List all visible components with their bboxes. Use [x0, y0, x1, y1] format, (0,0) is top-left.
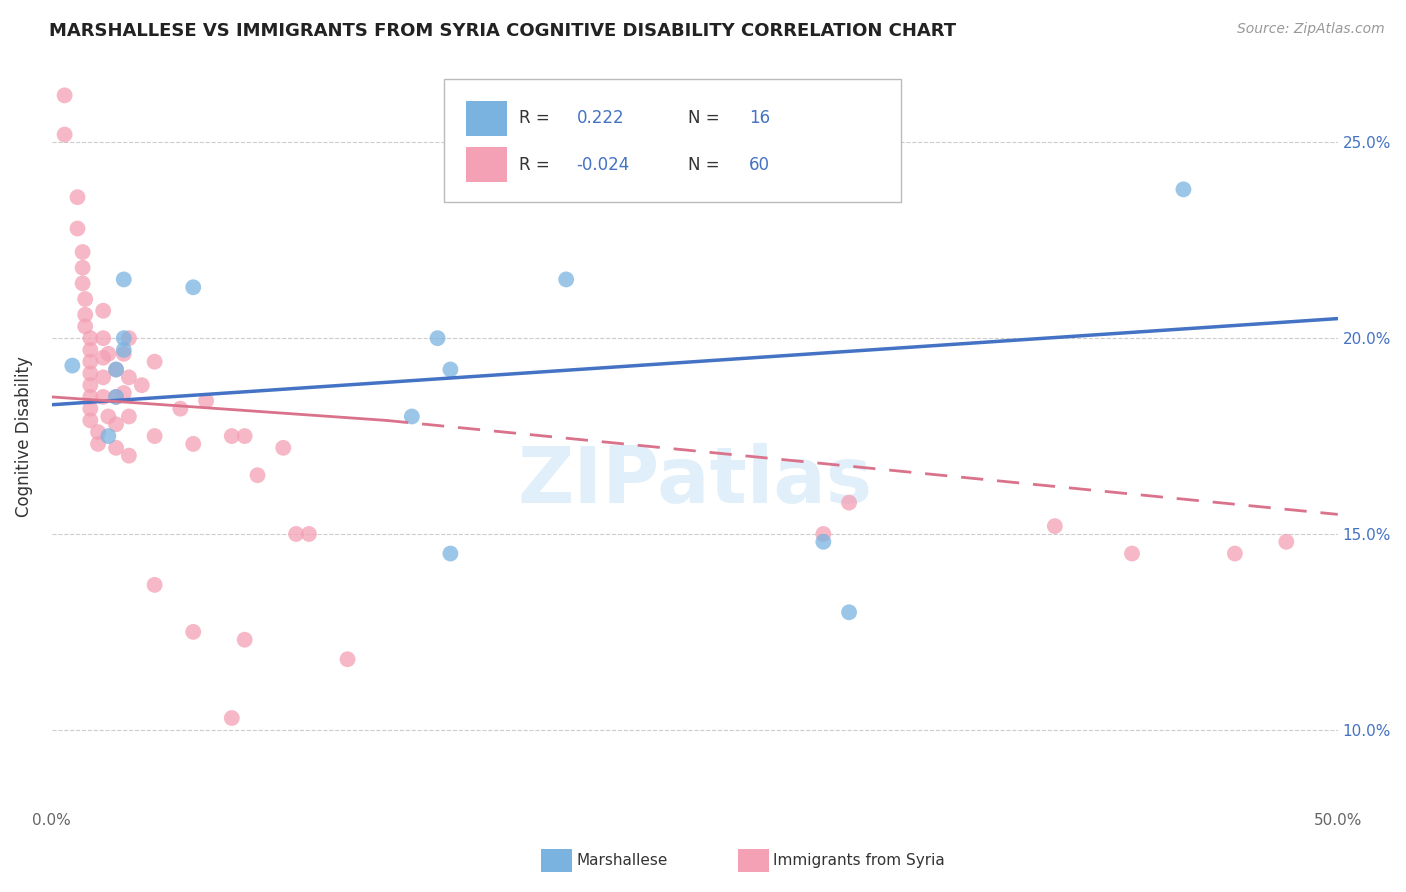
Text: ZIPatlas: ZIPatlas [517, 442, 872, 519]
Point [1043, 519, 1066, 533]
Point [72, 260, 94, 275]
Point [97, 409, 120, 424]
Point [79, 413, 101, 427]
Point [105, 417, 128, 432]
Point [1173, 182, 1195, 196]
Point [66, 190, 89, 204]
Point [221, 429, 243, 443]
Text: 0.222: 0.222 [576, 110, 624, 128]
Point [143, 578, 166, 592]
Point [105, 390, 128, 404]
Point [439, 547, 461, 561]
Point [285, 527, 308, 541]
Point [181, 624, 204, 639]
Point [53, 88, 76, 103]
Point [112, 331, 135, 345]
Point [426, 331, 449, 345]
Point [75, 308, 97, 322]
Point [79, 354, 101, 368]
Text: R =: R = [519, 110, 554, 128]
Point [91, 351, 114, 365]
Point [79, 378, 101, 392]
Point [97, 347, 120, 361]
Point [105, 390, 128, 404]
Point [79, 367, 101, 381]
Point [143, 354, 166, 368]
Point [118, 409, 141, 424]
Point [75, 319, 97, 334]
Text: N =: N = [689, 110, 725, 128]
Point [112, 343, 135, 357]
Point [66, 221, 89, 235]
Point [112, 347, 135, 361]
Point [838, 495, 860, 509]
Point [401, 409, 423, 424]
Point [91, 303, 114, 318]
Point [298, 527, 321, 541]
Bar [465, 146, 508, 182]
Point [91, 370, 114, 384]
Point [1275, 534, 1298, 549]
Text: R =: R = [519, 155, 554, 174]
Point [87, 425, 110, 439]
Point [813, 527, 835, 541]
Point [233, 632, 256, 647]
Bar [465, 101, 508, 136]
Point [555, 272, 578, 286]
Point [105, 362, 128, 376]
Point [79, 390, 101, 404]
Point [97, 429, 120, 443]
Text: Marshallese: Marshallese [576, 854, 668, 868]
Text: N =: N = [689, 155, 725, 174]
Point [72, 277, 94, 291]
Point [838, 605, 860, 619]
Point [221, 711, 243, 725]
Point [143, 429, 166, 443]
FancyBboxPatch shape [444, 78, 900, 202]
Point [60, 359, 83, 373]
Point [91, 390, 114, 404]
Point [271, 441, 294, 455]
Point [112, 272, 135, 286]
Point [1223, 547, 1246, 561]
Text: Source: ZipAtlas.com: Source: ZipAtlas.com [1237, 22, 1385, 37]
Text: Immigrants from Syria: Immigrants from Syria [773, 854, 945, 868]
Point [105, 441, 128, 455]
Point [118, 370, 141, 384]
Point [181, 280, 204, 294]
Point [118, 449, 141, 463]
Point [79, 331, 101, 345]
Point [75, 292, 97, 306]
Point [181, 437, 204, 451]
Point [1121, 547, 1143, 561]
Point [79, 343, 101, 357]
Text: 16: 16 [749, 110, 770, 128]
Point [53, 128, 76, 142]
Point [439, 362, 461, 376]
Point [233, 429, 256, 443]
Point [169, 401, 191, 416]
Point [79, 401, 101, 416]
Y-axis label: Cognitive Disability: Cognitive Disability [15, 356, 32, 516]
Text: 60: 60 [749, 155, 769, 174]
Point [336, 652, 359, 666]
Point [72, 245, 94, 260]
Point [246, 468, 269, 483]
Point [112, 386, 135, 401]
Point [195, 393, 218, 408]
Point [131, 378, 153, 392]
Point [118, 331, 141, 345]
Point [91, 331, 114, 345]
Text: MARSHALLESE VS IMMIGRANTS FROM SYRIA COGNITIVE DISABILITY CORRELATION CHART: MARSHALLESE VS IMMIGRANTS FROM SYRIA COG… [49, 22, 956, 40]
Point [87, 437, 110, 451]
Point [105, 362, 128, 376]
Text: -0.024: -0.024 [576, 155, 630, 174]
Point [813, 534, 835, 549]
